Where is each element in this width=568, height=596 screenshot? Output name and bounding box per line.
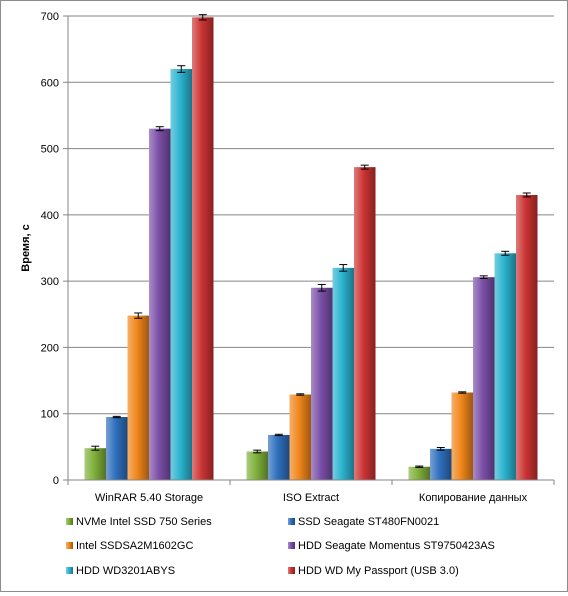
legend-swatch xyxy=(66,518,73,525)
legend-item: HDD WD My Passport (USB 3.0) xyxy=(288,565,459,577)
bar xyxy=(311,287,333,480)
legend-item: SSD Seagate ST480FN0021 xyxy=(288,516,439,528)
bar xyxy=(149,128,171,480)
error-bar xyxy=(198,14,207,21)
legend-swatch xyxy=(66,567,73,574)
bar xyxy=(246,451,268,480)
error-bar xyxy=(339,264,348,272)
bar xyxy=(408,466,430,480)
error-bar xyxy=(134,312,143,319)
y-tick-label: 0 xyxy=(53,475,59,487)
legend-label: HDD WD My Passport (USB 3.0) xyxy=(298,565,459,577)
error-bar xyxy=(415,465,424,468)
y-axis-label: Время, с xyxy=(20,224,32,271)
error-bar xyxy=(112,415,121,419)
error-bar xyxy=(436,447,445,451)
category-label: ISO Extract xyxy=(283,492,339,504)
error-bar xyxy=(296,393,305,396)
y-tick-label: 200 xyxy=(41,342,59,354)
bar xyxy=(354,167,376,481)
error-bar xyxy=(479,275,488,279)
y-tick-label: 100 xyxy=(41,409,59,421)
category-labels: WinRAR 5.40 Storage ISO Extract Копировани… xyxy=(95,492,528,504)
legend-label: NVMe Intel SSD 750 Series xyxy=(76,516,212,528)
legend-item: HDD WD3201ABYS xyxy=(66,565,175,577)
bar xyxy=(451,392,473,480)
error-bar xyxy=(458,391,467,394)
legend-item: Intel SSDSA2M1602GC xyxy=(66,540,193,552)
axes xyxy=(63,15,555,485)
category-label: Копирование данных xyxy=(419,492,528,504)
error-bar xyxy=(253,449,262,454)
bar xyxy=(192,17,214,480)
y-tick-label: 700 xyxy=(41,11,59,23)
error-bar xyxy=(501,250,510,256)
bar xyxy=(170,69,192,481)
legend-label: SSD Seagate ST480FN0021 xyxy=(298,516,439,528)
bar xyxy=(268,434,290,480)
y-tick-label: 600 xyxy=(41,77,59,89)
legend-swatch xyxy=(288,542,295,549)
error-bar xyxy=(177,65,186,73)
legend-item: HDD Seagate Momentus ST9750423AS xyxy=(288,540,495,552)
error-bar xyxy=(91,445,100,451)
bar xyxy=(106,417,128,480)
bar xyxy=(127,315,149,480)
y-tick-labels: 0 100 200 300 400 500 600 700 xyxy=(41,11,59,487)
y-tick-label: 400 xyxy=(41,210,59,222)
error-bar xyxy=(360,164,369,170)
bar xyxy=(430,448,452,480)
legend: NVMe Intel SSD 750 Series SSD Seagate ST4… xyxy=(66,516,495,577)
legend-swatch xyxy=(288,567,295,574)
bars xyxy=(84,14,538,481)
legend-label: HDD Seagate Momentus ST9750423AS xyxy=(298,540,495,552)
bar xyxy=(84,448,106,480)
legend-label: Intel SSDSA2M1602GC xyxy=(76,540,193,552)
bar xyxy=(494,253,516,480)
y-tick-label: 300 xyxy=(41,276,59,288)
error-bar xyxy=(317,283,326,292)
bar xyxy=(516,194,538,480)
category-label: WinRAR 5.40 Storage xyxy=(95,492,203,504)
bar xyxy=(289,394,311,480)
error-bar xyxy=(522,192,531,198)
y-tick-label: 500 xyxy=(41,144,59,156)
bar xyxy=(473,277,495,480)
legend-swatch xyxy=(66,542,73,549)
error-bar xyxy=(155,126,164,132)
legend-label: HDD WD3201ABYS xyxy=(76,565,175,577)
legend-item: NVMe Intel SSD 750 Series xyxy=(66,516,212,528)
error-bar xyxy=(274,433,283,437)
legend-swatch xyxy=(288,518,295,525)
bar xyxy=(332,267,354,480)
